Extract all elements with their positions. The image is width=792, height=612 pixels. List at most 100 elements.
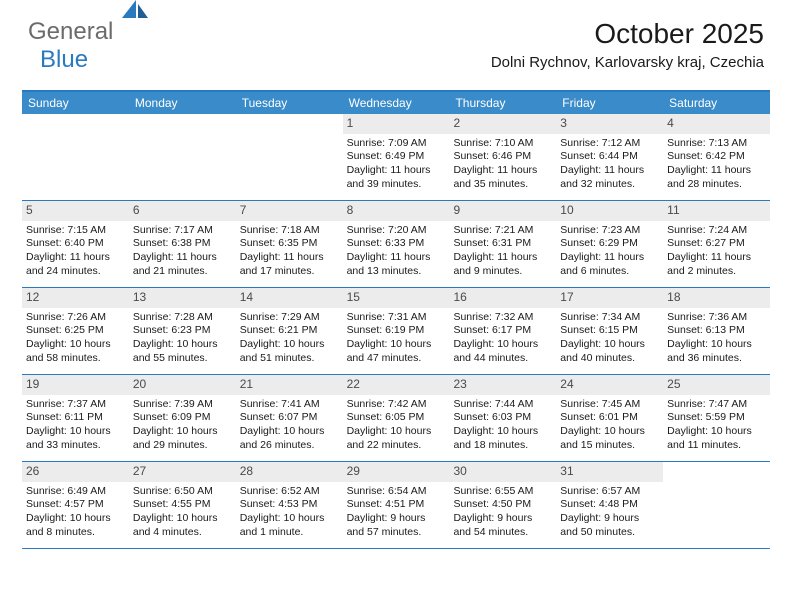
daylight-line: Daylight: 10 hours and 11 minutes.: [667, 425, 766, 452]
sunrise-line: Sunrise: 7:45 AM: [560, 398, 659, 412]
sunset-line: Sunset: 6:23 PM: [133, 324, 232, 338]
calendar-cell: 21 Sunrise: 7:41 AMSunset: 6:07 PMDayligh…: [236, 375, 343, 461]
day-header: Thursday: [449, 92, 556, 114]
daylight-line: Daylight: 10 hours and 1 minute.: [240, 512, 339, 539]
daylight-line: Daylight: 11 hours and 24 minutes.: [26, 251, 125, 278]
sunrise-line: Sunrise: 7:32 AM: [453, 311, 552, 325]
sunset-line: Sunset: 6:17 PM: [453, 324, 552, 338]
daylight-line: Daylight: 10 hours and 22 minutes.: [347, 425, 446, 452]
sunrise-line: Sunrise: 7:17 AM: [133, 224, 232, 238]
sunset-line: Sunset: 4:48 PM: [560, 498, 659, 512]
calendar-cell: 24 Sunrise: 7:45 AMSunset: 6:01 PMDayligh…: [556, 375, 663, 461]
calendar-cell: [663, 462, 770, 548]
day-number: 1: [343, 114, 450, 134]
sunset-line: Sunset: 5:59 PM: [667, 411, 766, 425]
daylight-line: Daylight: 10 hours and 26 minutes.: [240, 425, 339, 452]
daylight-line: Daylight: 10 hours and 8 minutes.: [26, 512, 125, 539]
day-header: Wednesday: [343, 92, 450, 114]
sunset-line: Sunset: 6:44 PM: [560, 150, 659, 164]
day-number: 17: [556, 288, 663, 308]
daylight-line: Daylight: 10 hours and 40 minutes.: [560, 338, 659, 365]
sunset-line: Sunset: 6:11 PM: [26, 411, 125, 425]
calendar-week: 1Sunrise: 7:09 AMSunset: 6:49 PMDaylight…: [22, 114, 770, 201]
calendar-cell: 28Sunrise: 6:52 AMSunset: 4:53 PMDayligh…: [236, 462, 343, 548]
calendar: SundayMondayTuesdayWednesdayThursdayFrid…: [22, 90, 770, 549]
sunrise-line: Sunrise: 6:49 AM: [26, 485, 125, 499]
daylight-line: Daylight: 10 hours and 33 minutes.: [26, 425, 125, 452]
day-number: 18: [663, 288, 770, 308]
calendar-cell: 9Sunrise: 7:21 AMSunset: 6:31 PMDaylight…: [449, 201, 556, 287]
calendar-week: 12Sunrise: 7:26 AMSunset: 6:25 PMDayligh…: [22, 288, 770, 375]
day-number: 30: [449, 462, 556, 482]
day-number: 3: [556, 114, 663, 134]
sunset-line: Sunset: 6:33 PM: [347, 237, 446, 251]
day-number: 11: [663, 201, 770, 221]
sunset-line: Sunset: 4:50 PM: [453, 498, 552, 512]
calendar-cell: 23Sunrise: 7:44 AMSunset: 6:03 PMDayligh…: [449, 375, 556, 461]
daylight-line: Daylight: 11 hours and 2 minutes.: [667, 251, 766, 278]
daylight-line: Daylight: 10 hours and 4 minutes.: [133, 512, 232, 539]
calendar-cell: 29Sunrise: 6:54 AMSunset: 4:51 PMDayligh…: [343, 462, 450, 548]
page-title: October 2025: [491, 18, 764, 50]
sunrise-line: Sunrise: 7:42 AM: [347, 398, 446, 412]
sunset-line: Sunset: 6:40 PM: [26, 237, 125, 251]
daylight-line: Daylight: 11 hours and 21 minutes.: [133, 251, 232, 278]
calendar-cell: 1Sunrise: 7:09 AMSunset: 6:49 PMDaylight…: [343, 114, 450, 200]
day-number: 7: [236, 201, 343, 221]
sunrise-line: Sunrise: 7:41 AM: [240, 398, 339, 412]
sunset-line: Sunset: 6:07 PM: [240, 411, 339, 425]
daylight-line: Daylight: 11 hours and 17 minutes.: [240, 251, 339, 278]
sunrise-line: Sunrise: 7:39 AM: [133, 398, 232, 412]
sunset-line: Sunset: 4:55 PM: [133, 498, 232, 512]
sunset-line: Sunset: 6:05 PM: [347, 411, 446, 425]
daylight-line: Daylight: 10 hours and 15 minutes.: [560, 425, 659, 452]
day-number: 16: [449, 288, 556, 308]
sunset-line: Sunset: 4:53 PM: [240, 498, 339, 512]
calendar-cell: 11Sunrise: 7:24 AMSunset: 6:27 PMDayligh…: [663, 201, 770, 287]
sunset-line: Sunset: 6:01 PM: [560, 411, 659, 425]
calendar-cell: 20Sunrise: 7:39 AMSunset: 6:09 PMDayligh…: [129, 375, 236, 461]
sunset-line: Sunset: 6:09 PM: [133, 411, 232, 425]
calendar-week: 5Sunrise: 7:15 AMSunset: 6:40 PMDaylight…: [22, 201, 770, 288]
sunset-line: Sunset: 6:38 PM: [133, 237, 232, 251]
sunrise-line: Sunrise: 6:55 AM: [453, 485, 552, 499]
day-number: 29: [343, 462, 450, 482]
daylight-line: Daylight: 10 hours and 36 minutes.: [667, 338, 766, 365]
day-number: 20: [129, 375, 236, 395]
calendar-cell: 26Sunrise: 6:49 AMSunset: 4:57 PMDayligh…: [22, 462, 129, 548]
sunrise-line: Sunrise: 7:21 AM: [453, 224, 552, 238]
day-number: 21: [236, 375, 343, 395]
day-header: Saturday: [663, 92, 770, 114]
day-number: 14: [236, 288, 343, 308]
sunset-line: Sunset: 6:25 PM: [26, 324, 125, 338]
day-number: 24: [556, 375, 663, 395]
daylight-line: Daylight: 11 hours and 13 minutes.: [347, 251, 446, 278]
day-header: Friday: [556, 92, 663, 114]
calendar-cell: 27Sunrise: 6:50 AMSunset: 4:55 PMDayligh…: [129, 462, 236, 548]
day-number: 4: [663, 114, 770, 134]
daylight-line: Daylight: 10 hours and 51 minutes.: [240, 338, 339, 365]
daylight-line: Daylight: 9 hours and 50 minutes.: [560, 512, 659, 539]
calendar-cell: 25Sunrise: 7:47 AMSunset: 5:59 PMDayligh…: [663, 375, 770, 461]
logo: General Blue: [28, 18, 148, 74]
sunrise-line: Sunrise: 7:18 AM: [240, 224, 339, 238]
day-header-row: SundayMondayTuesdayWednesdayThursdayFrid…: [22, 92, 770, 114]
day-number: 8: [343, 201, 450, 221]
header: General Blue October 2025 Dolni Rychnov,…: [0, 0, 792, 82]
calendar-cell: 2Sunrise: 7:10 AMSunset: 6:46 PMDaylight…: [449, 114, 556, 200]
sunset-line: Sunset: 6:46 PM: [453, 150, 552, 164]
sunset-line: Sunset: 6:03 PM: [453, 411, 552, 425]
calendar-cell: 7Sunrise: 7:18 AMSunset: 6:35 PMDaylight…: [236, 201, 343, 287]
sunrise-line: Sunrise: 6:52 AM: [240, 485, 339, 499]
location-text: Dolni Rychnov, Karlovarsky kraj, Czechia: [491, 54, 764, 71]
sunset-line: Sunset: 6:42 PM: [667, 150, 766, 164]
calendar-cell: 10Sunrise: 7:23 AMSunset: 6:29 PMDayligh…: [556, 201, 663, 287]
title-block: October 2025 Dolni Rychnov, Karlovarsky …: [491, 18, 764, 71]
day-number: 19: [22, 375, 129, 395]
daylight-line: Daylight: 10 hours and 18 minutes.: [453, 425, 552, 452]
sunrise-line: Sunrise: 7:47 AM: [667, 398, 766, 412]
calendar-cell: 14Sunrise: 7:29 AMSunset: 6:21 PMDayligh…: [236, 288, 343, 374]
sunset-line: Sunset: 6:49 PM: [347, 150, 446, 164]
day-number: 31: [556, 462, 663, 482]
calendar-cell: [129, 114, 236, 200]
